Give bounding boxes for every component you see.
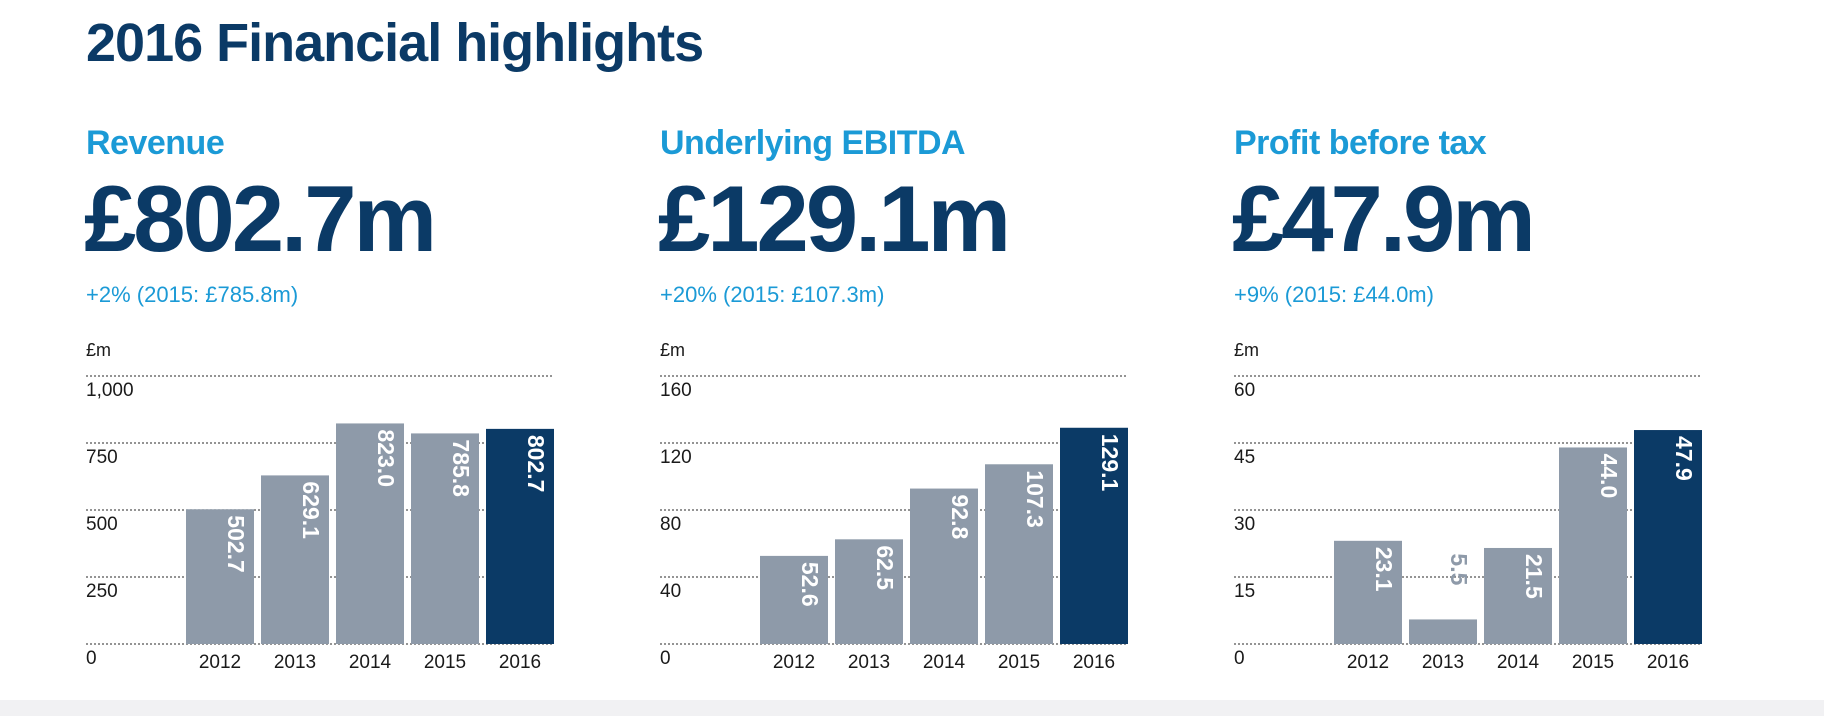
y-tick-label: 45 bbox=[1234, 447, 1255, 468]
kpi-title: Underlying EBITDA bbox=[660, 124, 966, 162]
page-title: 2016 Financial highlights bbox=[86, 13, 704, 73]
kpi-value: £129.1m bbox=[658, 166, 1011, 271]
bar bbox=[336, 423, 404, 644]
bar bbox=[1409, 619, 1477, 644]
x-tick-label: 2015 bbox=[424, 652, 466, 673]
bar-value-label: 802.7 bbox=[523, 435, 549, 493]
bar bbox=[1634, 430, 1702, 644]
profit-chart: £m 0 15 30 45 60 23.1 2012 5.5 2013 21.5 2014 44.0 20… bbox=[1234, 340, 1702, 673]
bar bbox=[760, 555, 828, 644]
x-tick-label: 2012 bbox=[199, 652, 241, 673]
x-tick-label: 2014 bbox=[1497, 652, 1540, 673]
y-tick-label: 120 bbox=[660, 447, 692, 468]
y-tick-label: 0 bbox=[660, 648, 671, 669]
x-tick-label: 2016 bbox=[1073, 652, 1115, 673]
revenue-panel: Revenue £802.7m +2% (2015: £785.8m) £m 0 2… bbox=[84, 0, 626, 700]
bar-value-label: 23.1 bbox=[1371, 547, 1397, 592]
bar-value-label: 44.0 bbox=[1596, 453, 1622, 498]
x-tick-label: 2015 bbox=[1572, 652, 1614, 673]
y-tick-label: 0 bbox=[1234, 648, 1245, 669]
bottom-strip bbox=[0, 700, 1824, 716]
bar bbox=[186, 509, 254, 644]
bar bbox=[486, 428, 554, 644]
bar bbox=[1060, 427, 1128, 644]
bar bbox=[835, 539, 903, 644]
y-tick-label: 60 bbox=[1234, 380, 1255, 401]
x-tick-label: 2013 bbox=[1422, 652, 1464, 673]
profit-panel: Profit before tax £47.9m +9% (2015: £44.… bbox=[1232, 0, 1774, 700]
kpi-value: £47.9m bbox=[1232, 166, 1536, 271]
bar-value-label: 823.0 bbox=[373, 429, 399, 487]
x-tick-label: 2014 bbox=[923, 652, 966, 673]
x-tick-label: 2013 bbox=[848, 652, 890, 673]
bar-value-label: 785.8 bbox=[448, 439, 474, 497]
bar bbox=[910, 488, 978, 644]
kpi-change: +9% (2015: £44.0m) bbox=[1234, 282, 1434, 307]
x-tick-label: 2015 bbox=[998, 652, 1040, 673]
ebitda-chart: £m 0 40 80 120 160 52.6 2012 62.5 2013 92.8 2014 107… bbox=[660, 340, 1128, 673]
y-tick-label: 750 bbox=[86, 447, 118, 468]
y-tick-label: 250 bbox=[86, 581, 118, 602]
bar-value-label: 52.6 bbox=[797, 562, 823, 607]
kpi-change: +2% (2015: £785.8m) bbox=[86, 282, 299, 307]
unit-label: £m bbox=[660, 340, 685, 360]
kpi-title: Revenue bbox=[86, 124, 225, 162]
bar bbox=[1559, 447, 1627, 644]
bar-value-label: 92.8 bbox=[947, 495, 973, 540]
bar bbox=[261, 475, 329, 644]
x-tick-label: 2014 bbox=[349, 652, 392, 673]
revenue-chart: £m 0 250 500 750 1,000 502.7 2012 629.1 2013 823.0… bbox=[86, 340, 554, 673]
y-tick-label: 15 bbox=[1234, 581, 1255, 602]
x-tick-label: 2012 bbox=[773, 652, 815, 673]
bar-value-label: 129.1 bbox=[1097, 434, 1123, 492]
bar-value-label: 107.3 bbox=[1022, 470, 1048, 528]
y-tick-label: 1,000 bbox=[86, 380, 134, 401]
kpi-title: Profit before tax bbox=[1234, 124, 1487, 162]
y-tick-label: 80 bbox=[660, 514, 681, 535]
y-tick-label: 500 bbox=[86, 514, 118, 535]
y-tick-label: 40 bbox=[660, 581, 681, 602]
bar-value-label: 5.5 bbox=[1446, 553, 1472, 585]
bar-value-label: 21.5 bbox=[1521, 554, 1547, 599]
bar-value-label: 62.5 bbox=[872, 545, 898, 590]
unit-label: £m bbox=[1234, 340, 1259, 360]
y-tick-label: 0 bbox=[86, 648, 97, 669]
kpi-value: £802.7m bbox=[84, 166, 437, 271]
bar bbox=[985, 464, 1053, 644]
kpi-change: +20% (2015: £107.3m) bbox=[660, 282, 885, 307]
bar-value-label: 629.1 bbox=[298, 481, 324, 539]
x-tick-label: 2016 bbox=[499, 652, 541, 673]
x-tick-label: 2013 bbox=[274, 652, 316, 673]
bar bbox=[1334, 540, 1402, 644]
ebitda-panel: Underlying EBITDA £129.1m +20% (2015: £1… bbox=[658, 0, 1200, 700]
y-tick-label: 160 bbox=[660, 380, 692, 401]
bar-value-label: 502.7 bbox=[223, 515, 249, 573]
y-tick-label: 30 bbox=[1234, 514, 1255, 535]
x-tick-label: 2016 bbox=[1647, 652, 1689, 673]
bar-value-label: 47.9 bbox=[1671, 436, 1697, 481]
bar bbox=[411, 433, 479, 644]
bar bbox=[1484, 547, 1552, 644]
unit-label: £m bbox=[86, 340, 111, 360]
x-tick-label: 2012 bbox=[1347, 652, 1389, 673]
